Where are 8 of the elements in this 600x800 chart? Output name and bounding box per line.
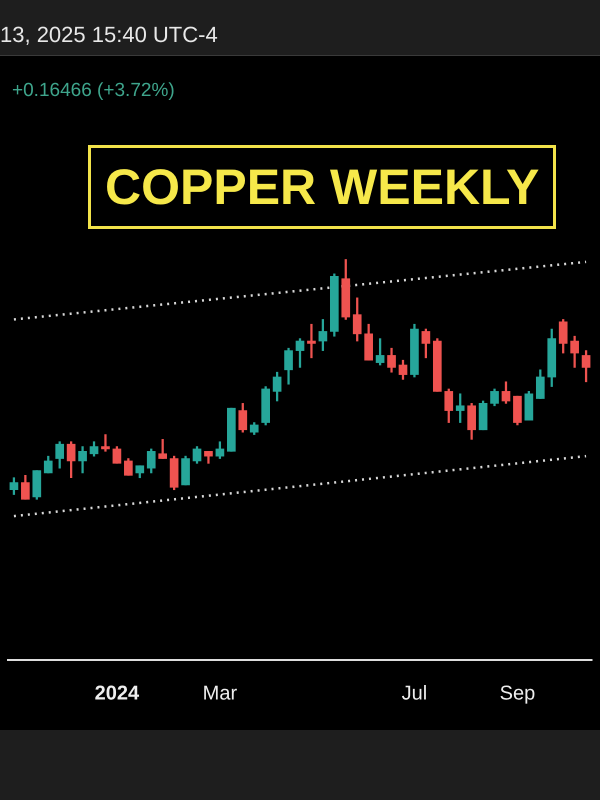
candlestick [456,393,465,423]
x-tick-label: Mar [202,682,238,705]
chart-title: COPPER WEEKLY [88,145,556,229]
x-tick-label: Jul [402,682,428,705]
text: 13, 2025 15:40 UTC-4 [0,22,218,48]
x-tick-label: Sep [500,682,536,705]
x-tick-label: 2024 [94,682,140,705]
chart-subtitle: +0.16466 (+3.72%) [12,80,175,102]
